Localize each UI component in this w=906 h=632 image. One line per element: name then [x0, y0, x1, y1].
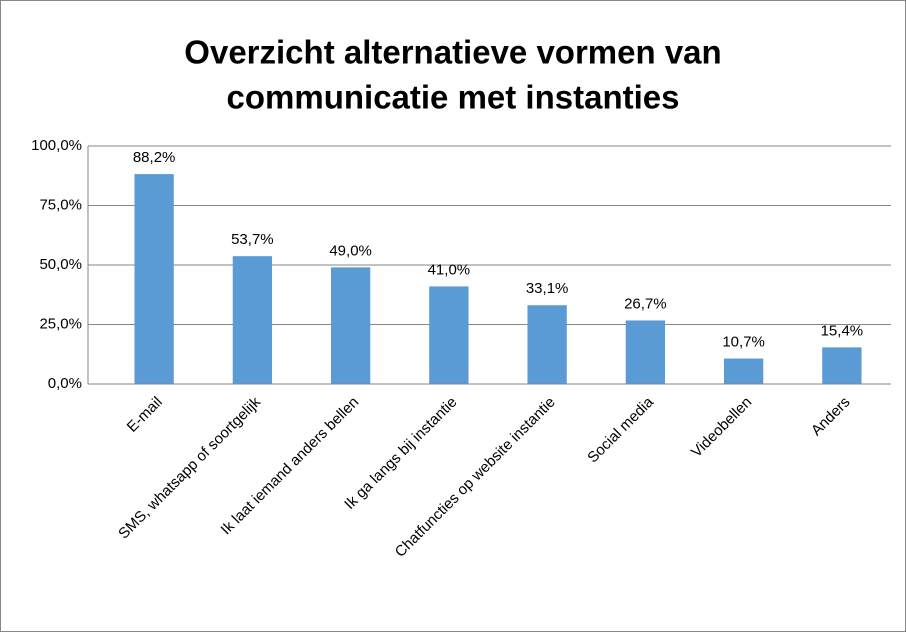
y-tick-label: 0,0% — [48, 375, 82, 392]
y-tick-label: 75,0% — [39, 196, 82, 213]
data-label: 88,2% — [133, 149, 176, 166]
data-label: 53,7% — [231, 231, 274, 248]
y-tick-label: 50,0% — [39, 256, 82, 273]
chart-title: Overzicht alternatieve vormen van — [184, 34, 721, 71]
data-label: 10,7% — [722, 334, 765, 351]
y-tick-label: 25,0% — [39, 315, 82, 332]
y-tick-label: 100,0% — [31, 137, 82, 154]
bar — [527, 305, 567, 384]
bar — [232, 256, 273, 384]
bar — [134, 174, 174, 384]
bar — [429, 286, 469, 384]
data-label: 41,0% — [428, 261, 471, 278]
bar — [723, 358, 764, 384]
bar — [822, 347, 862, 384]
bar — [625, 320, 666, 384]
bar — [330, 267, 371, 384]
chart-title: communicatie met instanties — [227, 79, 680, 116]
data-label: 49,0% — [329, 242, 372, 259]
data-label: 15,4% — [821, 322, 864, 339]
data-label: 33,1% — [526, 280, 569, 297]
data-label: 26,7% — [624, 295, 667, 312]
